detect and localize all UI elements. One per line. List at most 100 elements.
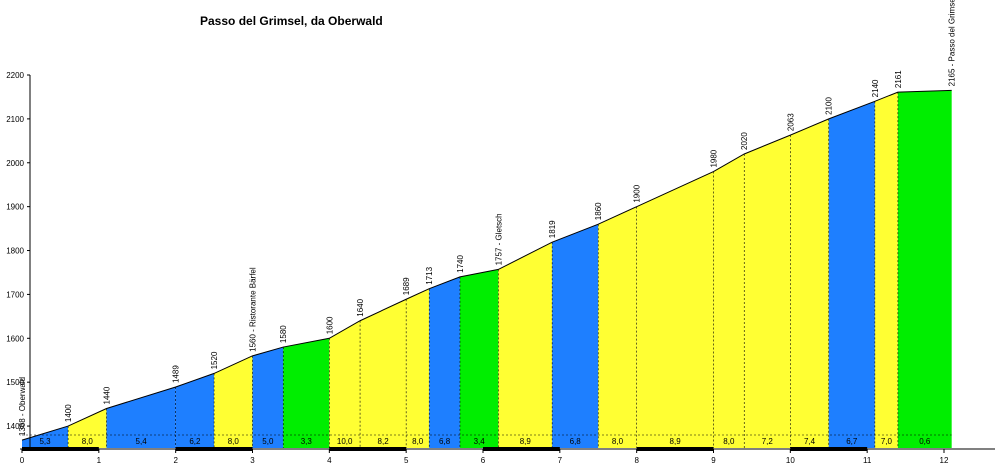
segment-fill <box>175 373 215 448</box>
elevation-label: 1400 <box>64 404 73 422</box>
elevation-label: 1689 <box>402 277 411 295</box>
grade-label: 5,0 <box>262 437 274 446</box>
grade-label: 10,0 <box>337 437 353 446</box>
grade-label: 8,0 <box>82 437 94 446</box>
segment-fill <box>713 153 745 449</box>
km-bar <box>329 447 407 451</box>
chart-title: Passo del Grimsel, da Oberwald <box>200 14 383 28</box>
x-tick-label: 6 <box>481 456 486 465</box>
x-tick-labels: 0 1 2 3 4 5 6 7 8 9 10 11 12 <box>20 449 949 465</box>
segment-fills <box>22 90 952 449</box>
km-bar <box>636 447 714 451</box>
elevation-label: 1860 <box>594 202 603 220</box>
elevation-label: 1580 <box>279 325 288 343</box>
y-tick-label: 1600 <box>6 334 24 343</box>
x-tick-label: 11 <box>863 456 872 465</box>
grade-label: 6,8 <box>570 437 582 446</box>
segment-fill <box>22 426 69 448</box>
x-tick-label: 2 <box>173 456 178 465</box>
elevation-label: 1600 <box>325 316 334 334</box>
segment-fill <box>598 206 637 448</box>
x-tick-label: 5 <box>404 456 409 465</box>
elevation-label: 2020 <box>740 132 749 150</box>
elevation-label: 1440 <box>103 386 112 404</box>
y-tick-labels: 1400 1500 1600 1700 1800 1900 2000 2100 2200 <box>6 71 30 431</box>
x-tick-label: 10 <box>786 456 795 465</box>
segment-fill <box>252 347 284 448</box>
x-tick-label: 7 <box>558 456 563 465</box>
y-tick-label: 2000 <box>6 159 24 168</box>
grade-label: 8,0 <box>228 437 240 446</box>
x-tick-label: 12 <box>940 456 949 465</box>
segment-fill <box>790 118 829 448</box>
segment-fill <box>68 408 107 448</box>
grade-label: 7,2 <box>762 437 774 446</box>
segment-dividers <box>22 92 952 448</box>
segment-fill <box>828 101 875 449</box>
segment-fill <box>459 269 499 448</box>
y-tick-label: 1700 <box>6 290 24 299</box>
segment-fill <box>429 276 460 448</box>
elevation-label: 2165 - Passo del Grimsel <box>948 0 957 86</box>
grade-label: 7,4 <box>804 437 816 446</box>
grade-label: 6,8 <box>439 437 451 446</box>
segment-fill <box>360 299 407 448</box>
profile-outline <box>21 89 952 441</box>
y-tick-label: 2100 <box>6 115 24 124</box>
elevation-label: 1757 - Gletsch <box>494 213 503 265</box>
elevation-label: 2063 <box>786 113 795 131</box>
segment-fill <box>283 338 330 448</box>
elevation-label: 1368 - Oberwald <box>18 377 27 436</box>
km-bar <box>790 447 868 451</box>
grade-label: 0,6 <box>919 437 931 446</box>
segment-fill <box>897 90 952 448</box>
grade-label: 8,0 <box>412 437 424 446</box>
segment-fill <box>744 135 791 448</box>
grade-label: 3,3 <box>301 437 313 446</box>
grade-label: 8,9 <box>520 437 532 446</box>
segment-fill <box>552 224 599 448</box>
segment-fill <box>874 92 898 448</box>
y-tick-label: 1900 <box>6 203 24 212</box>
km-bar <box>22 447 99 451</box>
elevation-label: 1489 <box>172 365 181 383</box>
elevation-label: 1900 <box>633 184 642 202</box>
y-tick-label: 2200 <box>6 71 24 80</box>
elevation-label: 1640 <box>356 298 365 316</box>
x-tick-label: 0 <box>20 456 25 465</box>
km-bar <box>483 447 560 451</box>
elevation-label: 2140 <box>871 79 880 97</box>
segment-fill <box>498 242 553 448</box>
x-tick-label: 3 <box>250 456 255 465</box>
elevation-label: 1713 <box>425 266 434 284</box>
axes <box>20 75 995 451</box>
x-tick-label: 8 <box>634 456 639 465</box>
y-tick-label: 1400 <box>6 422 24 431</box>
x-tick-label: 1 <box>97 456 102 465</box>
segment-fill <box>214 355 253 448</box>
grade-label: 8,0 <box>612 437 624 446</box>
grade-labels: 5,3 8,0 5,4 6,2 8,0 5,0 3,3 10,0 8,2 8,0 6,8 3,4 8,9… <box>39 437 930 446</box>
segment-fill <box>406 288 430 448</box>
grade-label: 6,2 <box>189 437 201 446</box>
grade-label: 5,4 <box>136 437 148 446</box>
y-tick-label: 1800 <box>6 247 24 256</box>
grade-label: 7,0 <box>881 437 893 446</box>
x-tick-label: 4 <box>327 456 332 465</box>
elevation-label: 1740 <box>456 255 465 273</box>
grade-label: 6,7 <box>846 437 858 446</box>
y-tick-label: 1500 <box>6 378 24 387</box>
grade-label: 3,4 <box>474 437 486 446</box>
segment-fill <box>106 387 176 448</box>
segment-fill <box>329 320 361 448</box>
km-bar <box>175 447 253 451</box>
grade-label: 8,0 <box>723 437 735 446</box>
segment-fill <box>636 171 714 448</box>
elevation-label: 1560 - Ristorante Bärfel <box>249 267 258 352</box>
grade-label: 5,3 <box>39 437 51 446</box>
x-tick-label: 9 <box>711 456 716 465</box>
elevation-label: 1980 <box>710 149 719 167</box>
elevation-label: 1520 <box>210 351 219 369</box>
elevation-label: 2100 <box>825 97 834 115</box>
